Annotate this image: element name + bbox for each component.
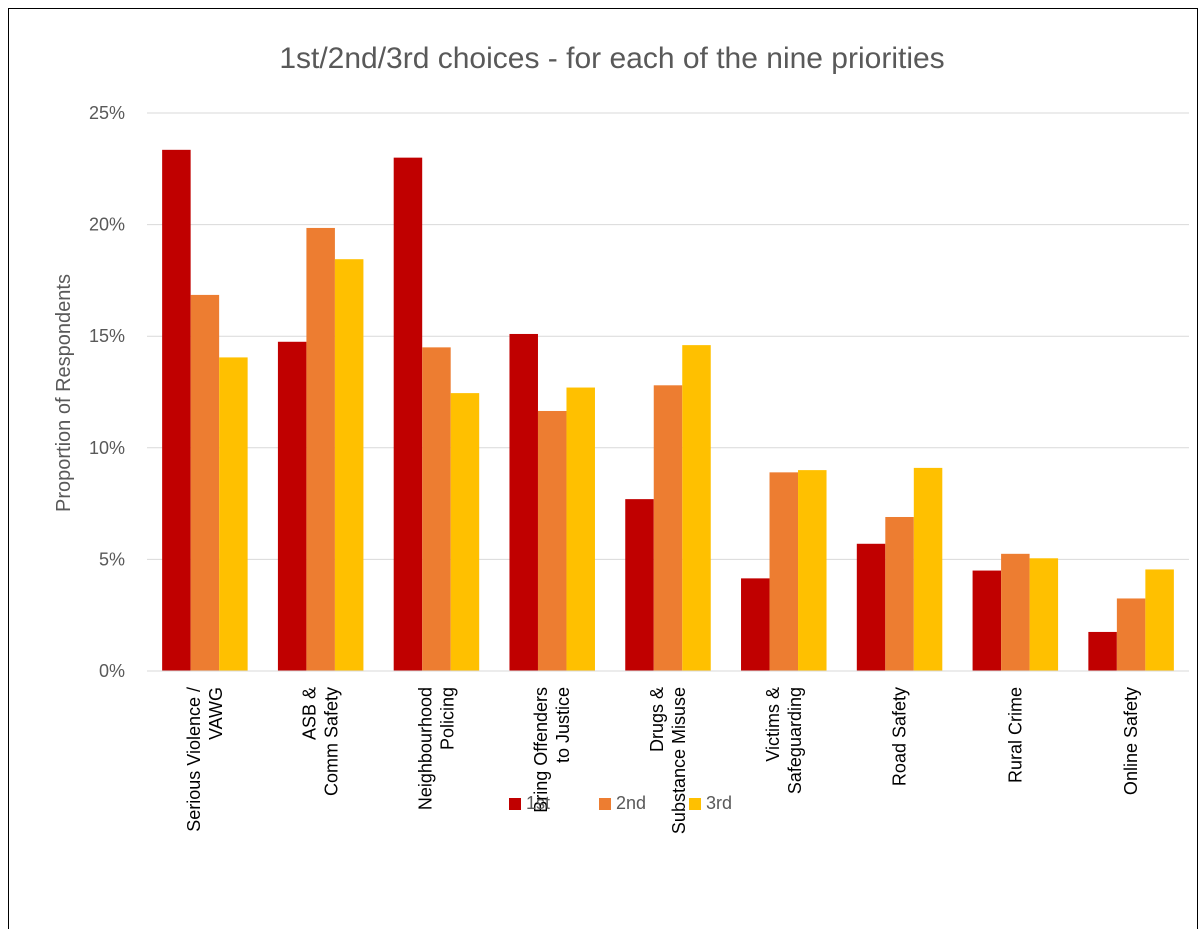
legend: 1st 2nd 3rd — [509, 793, 732, 813]
bar-2nd-2 — [422, 347, 451, 671]
bar-3rd-2 — [450, 393, 480, 671]
bar-1st-0 — [162, 149, 191, 671]
x-tick-label: Policing — [437, 687, 457, 750]
x-category-label: Victims & Safeguarding — [763, 687, 805, 794]
x-tick-label: Drugs & — [647, 687, 667, 752]
legend-label: 2nd — [616, 793, 646, 813]
y-tick-label: 20% — [89, 215, 125, 235]
x-category-label: Neighbourhood Policing — [415, 687, 457, 810]
bar-1st-8 — [1088, 631, 1117, 671]
bar-1st-1 — [277, 341, 307, 671]
bar-1st-4 — [625, 499, 654, 671]
y-tick-label: 0% — [99, 661, 125, 681]
x-category-label: Serious Violence / VAWG — [184, 687, 226, 832]
x-category-label: ASB & Comm Safety — [300, 687, 342, 796]
legend-swatch-1st — [509, 798, 521, 810]
bar-1st-2 — [393, 157, 423, 671]
x-category-label: Online Safety — [1121, 687, 1141, 795]
x-tick-label: Serious Violence / — [184, 687, 204, 832]
bar-2nd-0 — [190, 294, 220, 671]
bar-3rd-6 — [913, 467, 943, 671]
bar-2nd-3 — [537, 410, 567, 671]
bars — [162, 149, 1174, 671]
chart-frame — [8, 8, 1198, 929]
x-tick-label: Neighbourhood — [415, 687, 435, 810]
y-tick-label: 25% — [89, 103, 125, 123]
bar-3rd-7 — [1029, 558, 1059, 671]
bar-2nd-1 — [306, 227, 335, 671]
y-axis-title: Proportion of Respondents — [53, 274, 75, 512]
legend-swatch-3rd — [689, 798, 701, 810]
x-tick-label: Victims & — [763, 687, 783, 762]
x-tick-label: ASB & — [300, 687, 320, 740]
y-tick-label: 5% — [99, 549, 125, 569]
y-tick-label: 10% — [89, 438, 125, 458]
bar-2nd-6 — [885, 516, 914, 671]
legend-label: 1st — [526, 793, 550, 813]
bar-2nd-5 — [769, 472, 799, 671]
x-tick-label: Road Safety — [890, 687, 910, 786]
chart-title: 1st/2nd/3rd choices - for each of the ni… — [279, 42, 944, 75]
bar-2nd-7 — [1001, 553, 1030, 671]
bar-3rd-8 — [1145, 569, 1174, 671]
x-tick-label: Online Safety — [1121, 687, 1141, 795]
x-category-label: Rural Crime — [1005, 687, 1025, 783]
bar-3rd-5 — [798, 470, 827, 671]
x-tick-label: Substance Misuse — [669, 687, 689, 834]
x-tick-label: Rural Crime — [1005, 687, 1025, 783]
bar-3rd-0 — [219, 357, 248, 671]
bar-1st-7 — [972, 570, 1002, 671]
x-tick-label: VAWG — [206, 687, 226, 740]
bar-1st-6 — [856, 543, 886, 671]
legend-swatch-2nd — [599, 798, 611, 810]
bar-3rd-3 — [566, 387, 595, 671]
x-tick-label: Safeguarding — [785, 687, 805, 794]
bar-1st-3 — [509, 333, 538, 671]
x-category-label: Road Safety — [890, 687, 910, 786]
bar-3rd-4 — [682, 345, 711, 671]
x-tick-label: to Justice — [553, 687, 573, 763]
axes: 0% 5% 10% 15% 20% 25% Serious Violence / VAWG AS… — [89, 103, 1189, 834]
x-category-label: Bring Offenders to Justice — [531, 687, 573, 813]
bar-3rd-1 — [334, 259, 364, 671]
legend-label: 3rd — [706, 793, 732, 813]
bar-1st-5 — [741, 578, 770, 671]
bar-2nd-4 — [653, 385, 683, 671]
bar-2nd-8 — [1116, 598, 1146, 671]
x-category-label: Drugs & Substance Misuse — [647, 687, 689, 834]
y-tick-label: 15% — [89, 326, 125, 346]
x-tick-label: Bring Offenders — [531, 687, 551, 813]
x-tick-label: Comm Safety — [322, 687, 342, 796]
